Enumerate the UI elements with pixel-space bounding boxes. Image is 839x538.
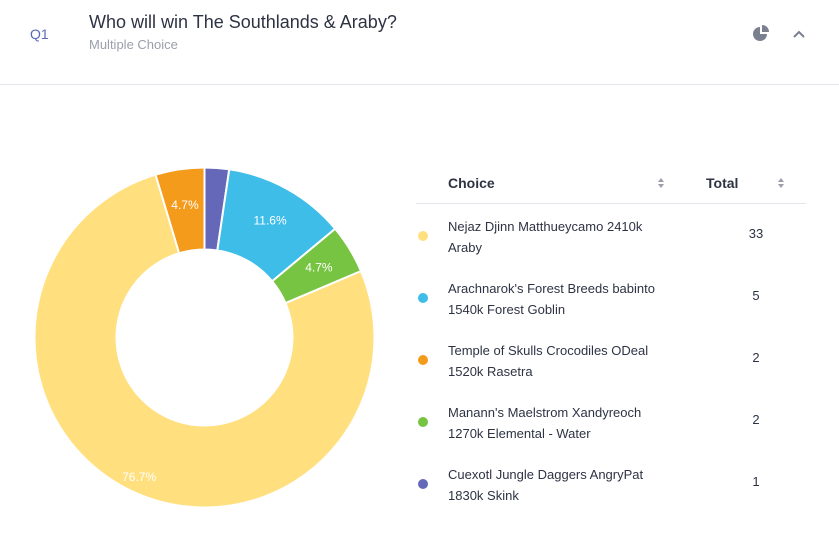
- slice-percent-label: 76.7%: [122, 470, 156, 484]
- question-type: Multiple Choice: [89, 37, 178, 52]
- choice-line2: Araby: [448, 240, 482, 255]
- question-number: Q1: [30, 26, 49, 42]
- choice-total: 33: [748, 226, 764, 241]
- choice-label: Manann's Maelstrom Xandyreoch 1270k Eleme…: [448, 402, 688, 444]
- choice-label: Arachnarok's Forest Breeds babinto 1540k …: [448, 278, 688, 320]
- choice-line1: Cuexotl Jungle Daggers AngryPat: [448, 467, 644, 482]
- legend-dot: [418, 293, 428, 303]
- choice-line2: 1540k Forest Goblin: [448, 302, 566, 317]
- slice-percent-label: 4.7%: [171, 198, 199, 212]
- table-row: Nejaz Djinn Matthueycamo 2410k Araby 33: [416, 204, 806, 266]
- question-title: Who will win The Southlands & Araby?: [89, 12, 397, 32]
- choice-line1: Temple of Skulls Crocodiles ODeal: [448, 343, 649, 358]
- choice-total: 2: [752, 350, 760, 365]
- choice-line1: Arachnarok's Forest Breeds babinto: [448, 281, 655, 296]
- choice-line1: Manann's Maelstrom Xandyreoch: [448, 405, 642, 420]
- donut-slice[interactable]: [33, 173, 376, 509]
- choice-total: 1: [752, 474, 760, 489]
- choice-line2: 1520k Rasetra: [448, 364, 533, 379]
- donut-slice[interactable]: [270, 227, 363, 305]
- choice-label: Temple of Skulls Crocodiles ODeal 1520k R…: [448, 340, 688, 382]
- choice-line2: 1830k Skink: [448, 488, 519, 503]
- table-row: Cuexotl Jungle Daggers AngryPat 1830k Ski…: [416, 452, 806, 514]
- choice-line2: 1270k Elemental - Water: [448, 426, 591, 441]
- legend-dot: [418, 355, 428, 365]
- question-header: Q1 Who will win The Southlands & Araby? …: [0, 0, 839, 85]
- table-header: Choice Total: [416, 165, 806, 204]
- sort-icon[interactable]: [777, 177, 785, 189]
- results-table: Choice Total Nejaz Djinn Matthueycamo 24…: [416, 165, 806, 514]
- total-column-header[interactable]: Total: [706, 175, 739, 191]
- table-row: Temple of Skulls Crocodiles ODeal 1520k R…: [416, 328, 806, 390]
- sort-icon[interactable]: [657, 177, 665, 189]
- legend-dot: [418, 231, 428, 241]
- choice-total: 5: [752, 288, 760, 303]
- pie-chart-icon[interactable]: [753, 25, 769, 41]
- choice-column-header[interactable]: Choice: [448, 175, 495, 191]
- chevron-up-icon[interactable]: [792, 29, 806, 39]
- slice-percent-label: 4.7%: [305, 261, 333, 275]
- legend-dot: [418, 479, 428, 489]
- legend-dot: [418, 417, 428, 427]
- choice-label: Cuexotl Jungle Daggers AngryPat 1830k Ski…: [448, 464, 688, 506]
- choice-total: 2: [752, 412, 760, 427]
- choice-label: Nejaz Djinn Matthueycamo 2410k Araby: [448, 216, 688, 258]
- table-row: Arachnarok's Forest Breeds babinto 1540k …: [416, 266, 806, 328]
- donut-chart: 76.7% 4.7% 11.6% 4.7%: [33, 166, 376, 509]
- table-row: Manann's Maelstrom Xandyreoch 1270k Eleme…: [416, 390, 806, 452]
- slice-percent-label: 11.6%: [254, 214, 287, 228]
- choice-line1: Nejaz Djinn Matthueycamo 2410k: [448, 219, 643, 234]
